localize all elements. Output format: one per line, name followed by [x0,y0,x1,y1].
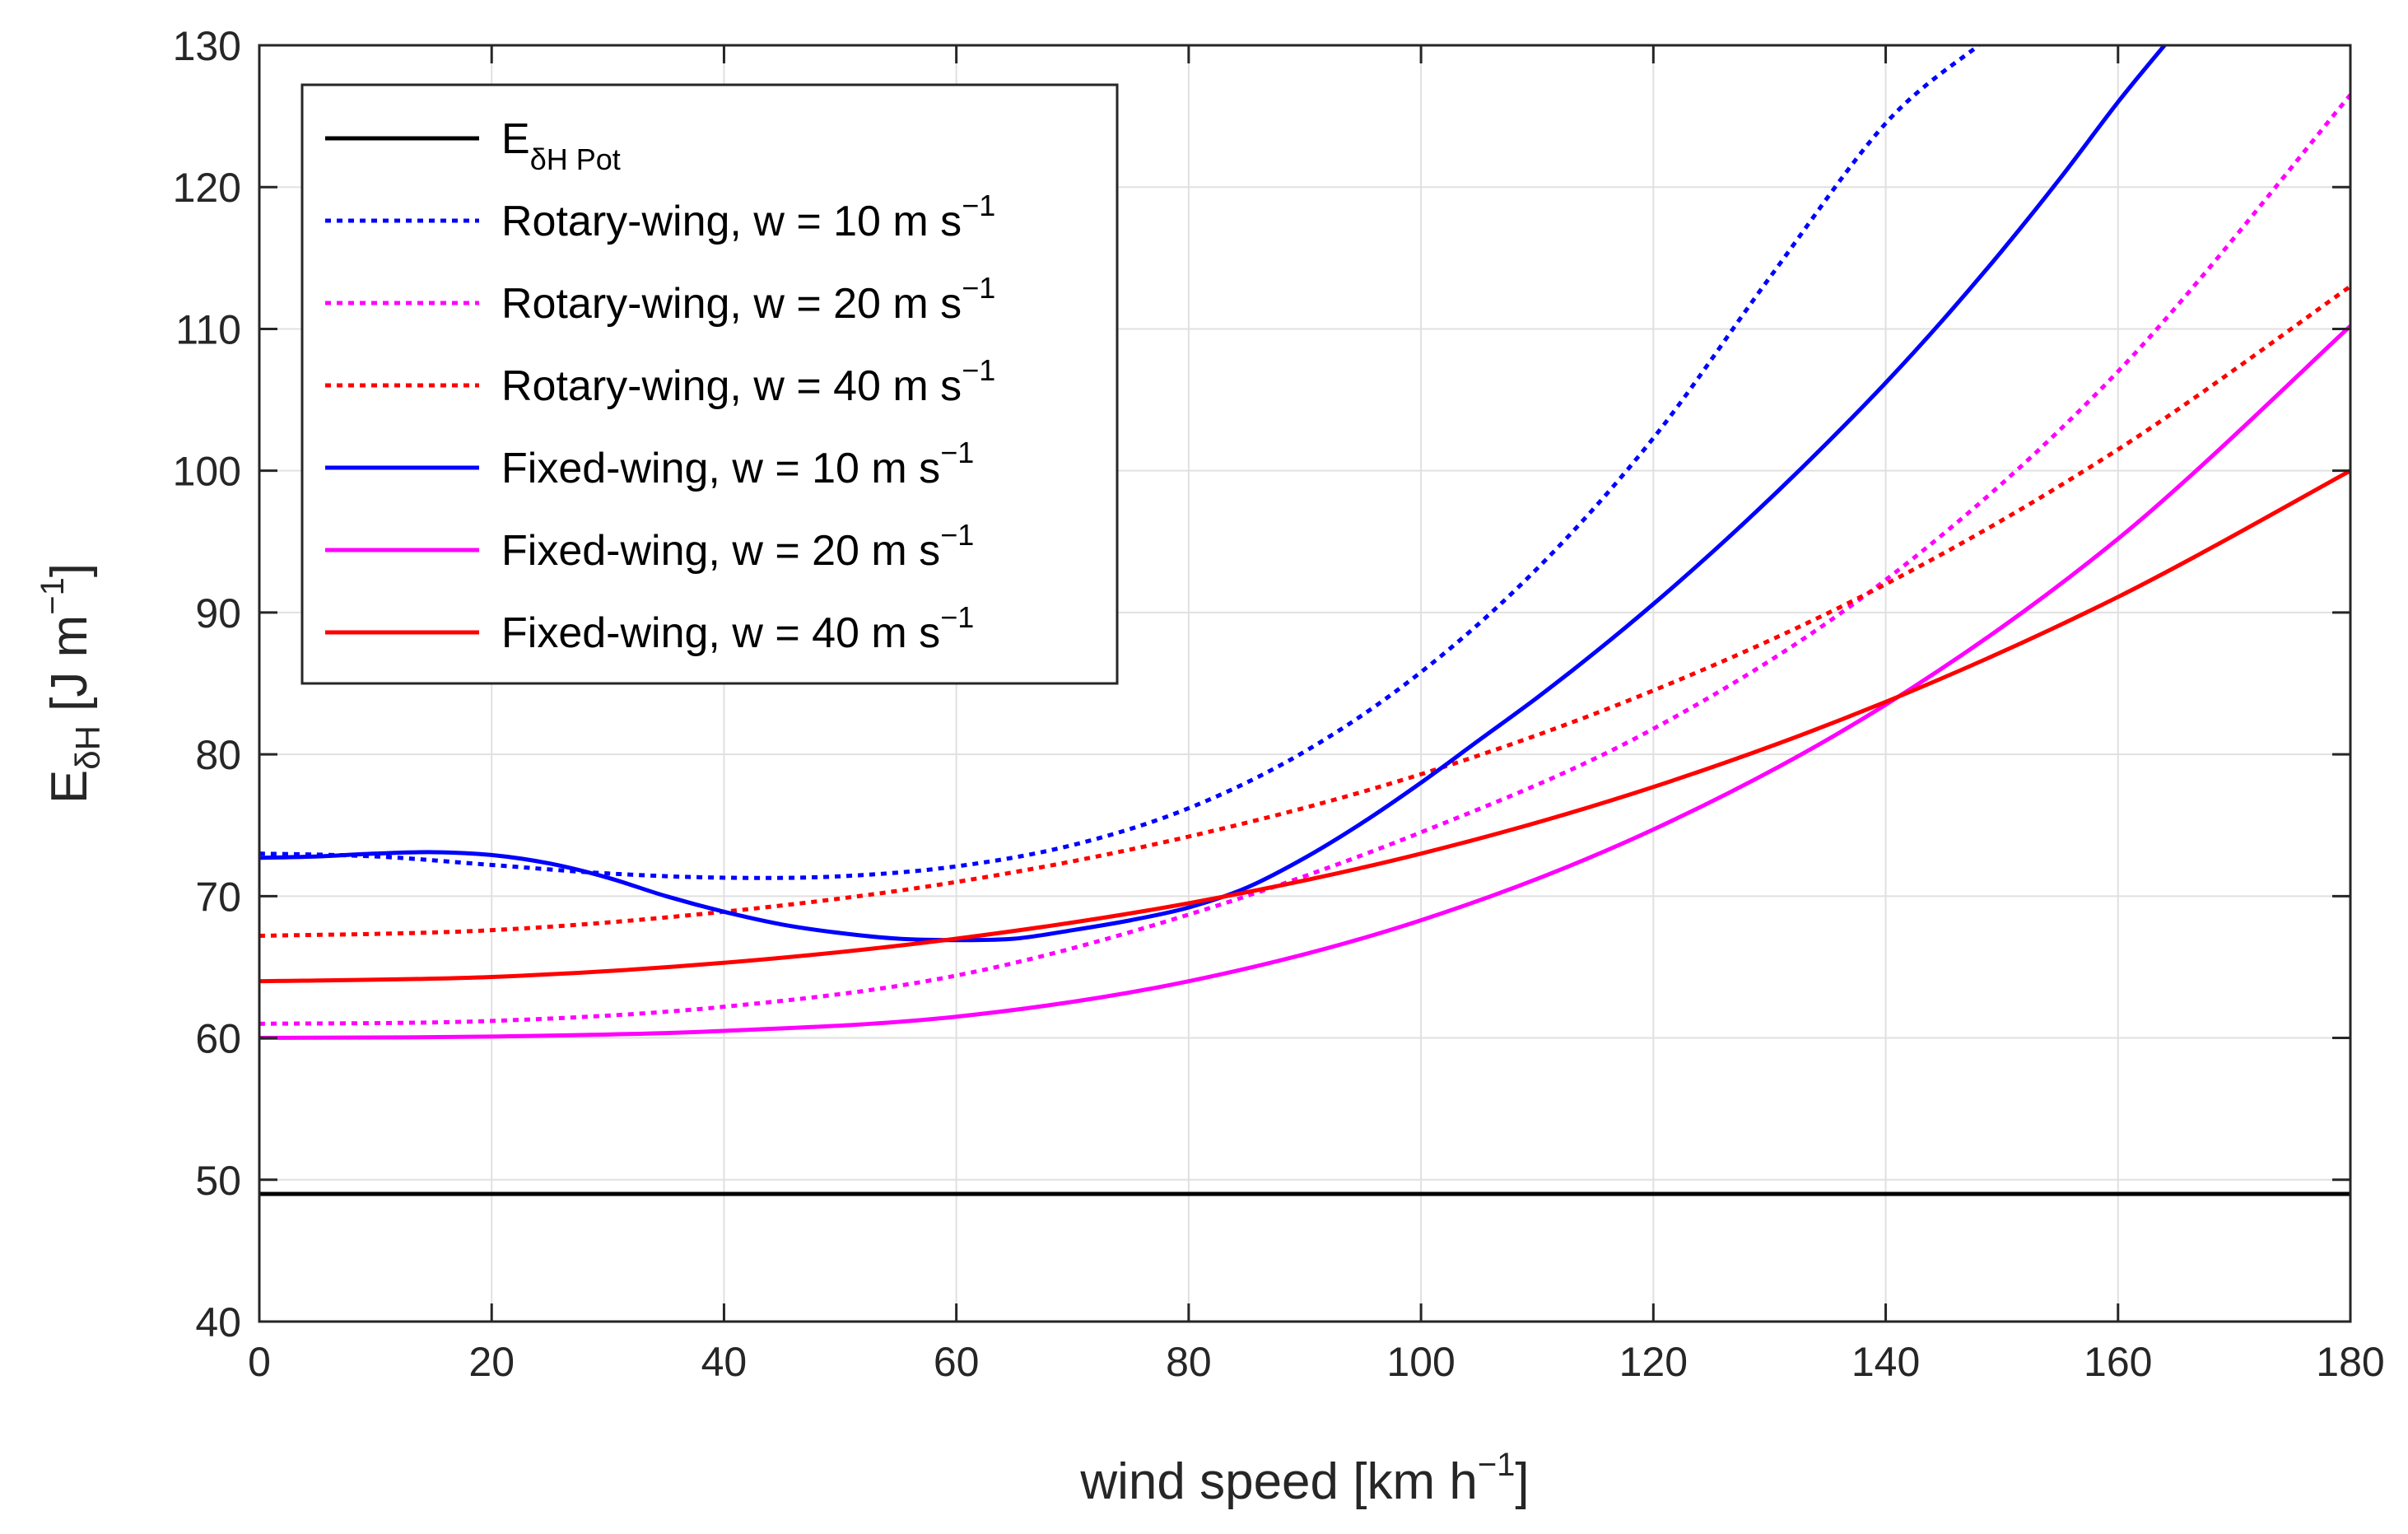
ticks: 0 20 40 60 80 100 120 140 160 180 40 50 60 70 80 90 100 1… [173,23,2385,1385]
legend-label: Rotary-wing, w = 40 m s−1 [501,353,995,410]
x-tick-label: 20 [468,1339,515,1385]
x-tick-label: 80 [1166,1339,1212,1385]
x-tick-label: 180 [2316,1339,2384,1385]
y-tick-label: 120 [173,165,241,211]
x-tick-label: 0 [248,1339,271,1385]
legend-label: Fixed-wing, w = 10 m s−1 [501,436,974,492]
series-line-6 [259,469,2350,984]
legend-label-sup: −1 [962,271,995,305]
series-line-1 [259,45,1981,880]
y-axis-label-main: E [41,770,98,804]
legend-entry: Rotary-wing, w = 40 m s−1 [325,353,995,410]
legend-label-sup: −1 [962,353,995,387]
legend-label: Fixed-wing, w = 20 m s−1 [501,518,974,575]
series-line-4 [259,45,2167,943]
legend-label-main: Fixed-wing, w = 10 m s [501,445,940,492]
y-tick-label: 100 [173,449,241,495]
x-tick-label: 120 [1619,1339,1688,1385]
legend-label-main: Fixed-wing, w = 40 m s [501,609,940,657]
y-axis-label-sup: −1 [35,577,71,615]
y-tick-label: 60 [195,1016,241,1062]
series-layer [259,45,2350,1196]
x-tick-label: 100 [1386,1339,1455,1385]
y-tick-label: 130 [173,23,241,69]
legend-label: Rotary-wing, w = 10 m s−1 [501,189,995,245]
legend-label-sup: −1 [940,518,974,552]
series-line-3 [259,284,2350,939]
legend-label-sup: −1 [940,436,974,469]
y-axis-label-suffix: ] [41,563,98,577]
y-tick-label: 90 [195,590,241,636]
legend-label-main: E [501,115,530,163]
y-tick-label: 80 [195,732,241,778]
legend-label-main: Rotary-wing, w = 20 m s [501,280,962,328]
legend-label-sub: δH Pot [530,142,621,176]
y-tick-label: 50 [195,1158,241,1204]
legend-label-sup: −1 [940,600,974,634]
legend-entry: Fixed-wing, w = 10 m s−1 [325,436,974,492]
legend-label-main: Rotary-wing, w = 40 m s [501,362,962,410]
legend-box [300,83,1119,685]
y-tick-label: 40 [195,1299,241,1345]
legend-entry: Fixed-wing, w = 40 m s−1 [325,600,974,657]
y-axis-label-mid: [J m [41,615,98,725]
legend-label-sup: −1 [962,189,995,222]
x-tick-label: 160 [2084,1339,2152,1385]
legend-label: EδH Pot [501,115,621,176]
x-axis-label-suffix: ] [1515,1453,1529,1510]
legend-label-main: Rotary-wing, w = 10 m s [501,198,962,245]
plot-frame [258,44,2352,1323]
x-tick-label: 140 [1851,1339,1920,1385]
x-axis-label: wind speed [km h−1] [1079,1447,1529,1510]
y-tick-label: 110 [175,306,241,352]
legend-label-main: Fixed-wing, w = 20 m s [501,527,940,575]
x-tick-label: 60 [934,1339,980,1385]
legend-label: Fixed-wing, w = 40 m s−1 [501,600,974,657]
legend-entry: Rotary-wing, w = 20 m s−1 [325,271,995,328]
x-axis-label-sup: −1 [1478,1447,1516,1483]
y-tick-label: 70 [195,874,241,920]
legend-entry: EδH Pot [325,115,621,176]
legend-entry: Fixed-wing, w = 20 m s−1 [325,518,974,575]
x-axis-label-text: wind speed [km h [1079,1453,1477,1510]
series-line-5 [259,324,2350,1041]
y-axis-label: EδH [J m−1] [35,563,107,804]
legend-label: Rotary-wing, w = 20 m s−1 [501,271,995,328]
x-tick-label: 40 [701,1339,748,1385]
y-axis-label-sub: δH [68,725,107,770]
legend-entry: Rotary-wing, w = 10 m s−1 [325,189,995,245]
